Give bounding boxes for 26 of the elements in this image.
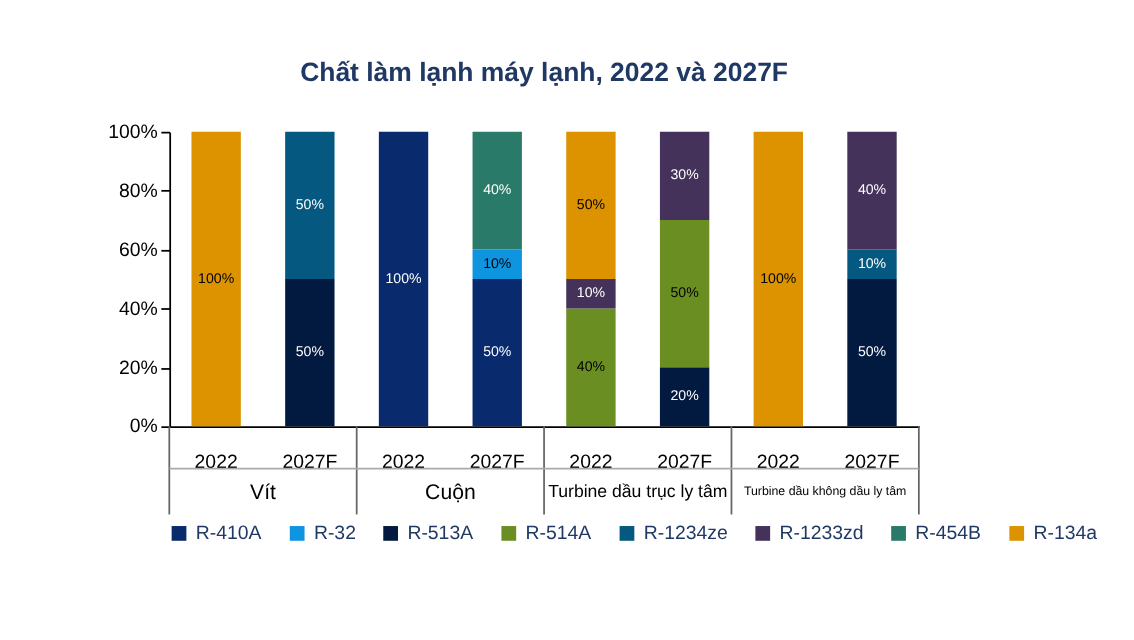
x-tick-label: 2022 — [381, 451, 426, 474]
x-tick-label: 2022 — [194, 451, 238, 474]
legend-label: R-32 — [313, 522, 356, 545]
x-tick-label: 2027F — [282, 451, 338, 474]
legend-label: R-1233zd — [779, 522, 864, 545]
legend-label: R-1234ze — [643, 522, 728, 545]
x-tick-label: 2027F — [469, 451, 525, 474]
x-tick-label: 2022 — [569, 451, 613, 474]
x-tick-label: 2022 — [756, 451, 800, 474]
y-tick-label: 0% — [129, 416, 159, 439]
legend-label: R-514A — [525, 522, 593, 545]
y-tick-label: 100% — [108, 121, 159, 144]
y-tick-label: 80% — [119, 180, 159, 203]
y-tick-label: 40% — [119, 298, 159, 321]
chart-title: Chất làm lạnh máy lạnh, 2022 và 2027F — [300, 56, 789, 87]
legend-label: R-134a — [1033, 522, 1099, 545]
text: Turbine dầu trục ly tâm — [548, 480, 728, 501]
y-tick-label: 60% — [119, 239, 159, 262]
x-tick-label: 2027F — [657, 451, 713, 474]
legend-label: R-454B — [915, 522, 982, 545]
legend-label: R-513A — [407, 522, 475, 545]
text: Vít — [250, 480, 277, 505]
y-tick-label: 20% — [119, 357, 159, 380]
x-tick-label: 2027F — [844, 451, 900, 474]
text: Cuộn — [425, 480, 476, 505]
legend-label: R-410A — [195, 522, 263, 545]
